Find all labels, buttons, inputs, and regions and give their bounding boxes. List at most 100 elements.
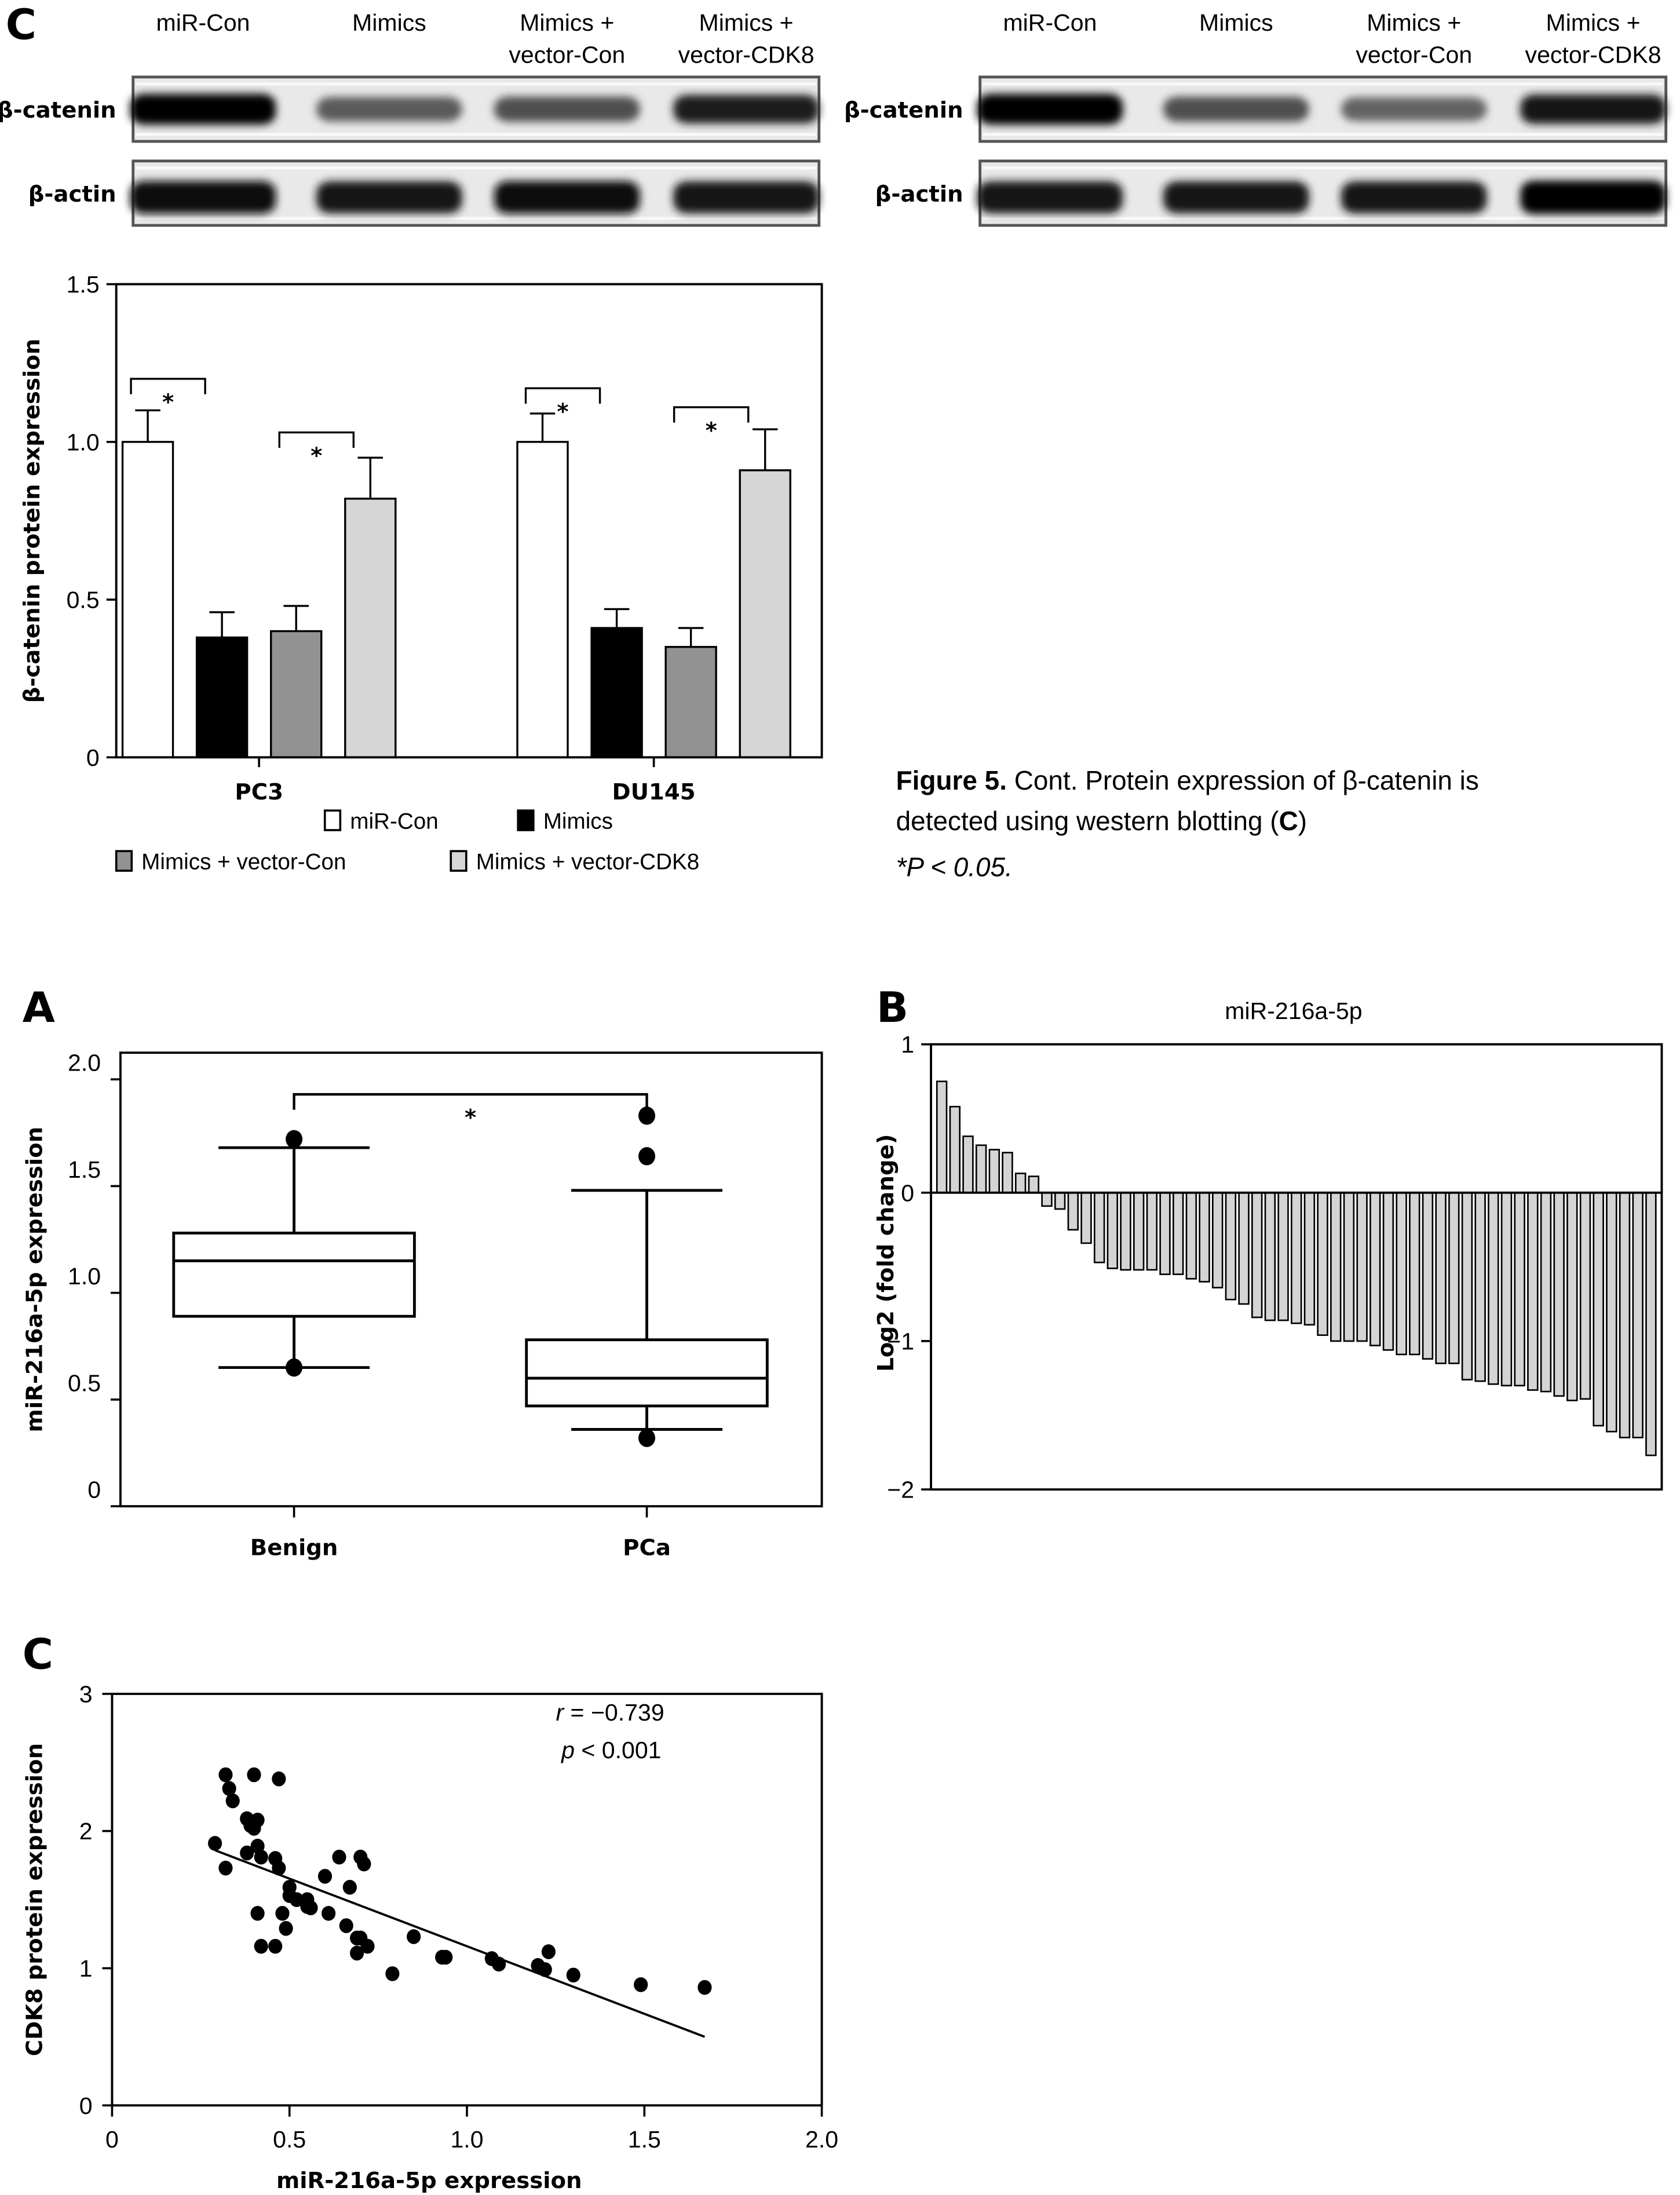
bar-chart-significance: * * * * bbox=[130, 378, 750, 469]
scatter-point bbox=[342, 1880, 357, 1895]
bar bbox=[590, 627, 643, 758]
waterfall-bar bbox=[1514, 1192, 1525, 1387]
scatter-point bbox=[208, 1836, 222, 1851]
lane-label: vector-Con bbox=[1356, 42, 1472, 68]
panel-letter-a: A bbox=[23, 984, 55, 1032]
boxplot-categories: Benign PCa bbox=[250, 1506, 671, 1561]
waterfall-bar bbox=[1264, 1192, 1276, 1321]
outlier-point bbox=[286, 1358, 303, 1377]
scatter-point bbox=[250, 1812, 265, 1828]
waterfall-bar bbox=[1343, 1192, 1355, 1342]
waterfall-bar bbox=[1120, 1192, 1131, 1271]
outlier-point bbox=[638, 1429, 656, 1447]
scatter-point bbox=[317, 1869, 333, 1884]
panel-letter-b: B bbox=[876, 984, 908, 1032]
waterfall-bar bbox=[1093, 1192, 1105, 1263]
scatter-point bbox=[247, 1767, 261, 1783]
waterfall-bar bbox=[1474, 1192, 1486, 1382]
outlier-point bbox=[286, 1130, 303, 1149]
waterfall-bar bbox=[1500, 1192, 1513, 1387]
legend-swatch bbox=[450, 850, 468, 872]
waterfall-bar bbox=[1212, 1192, 1224, 1289]
waterfall-bar bbox=[1461, 1192, 1473, 1380]
boxplot-y-axis-title: miR-216a-5p expression bbox=[22, 1127, 48, 1433]
y-tick-label: 0 bbox=[86, 744, 100, 771]
scatter-point bbox=[250, 1906, 265, 1921]
lane-label: vector-CDK8 bbox=[678, 42, 815, 68]
y-tick-label: 0 bbox=[901, 1179, 914, 1206]
bar bbox=[195, 636, 249, 758]
y-tick-label: 1 bbox=[79, 1955, 93, 1982]
y-tick-label: 2 bbox=[79, 1818, 93, 1845]
boxplot-boxes: * bbox=[172, 1093, 769, 1447]
blot-band bbox=[494, 181, 640, 214]
scatter-point bbox=[322, 1906, 336, 1921]
scatter-point bbox=[541, 1944, 556, 1959]
significance-bracket bbox=[673, 406, 750, 423]
y-tick-label: 1.5 bbox=[68, 1156, 101, 1183]
y-tick-label: 3 bbox=[79, 1681, 93, 1707]
significance-bracket bbox=[524, 387, 601, 404]
scatter-annotation-r: r = −0.739 bbox=[556, 1699, 664, 1726]
bar-chart-categories: PC3 DU145 bbox=[235, 757, 696, 805]
scatter-point bbox=[357, 1856, 371, 1872]
blot-row-label: β-actin bbox=[875, 181, 963, 207]
waterfall-bar bbox=[1277, 1192, 1289, 1321]
waterfall-bar bbox=[1067, 1192, 1079, 1231]
r-symbol: r bbox=[556, 1699, 565, 1726]
significance-bracket bbox=[293, 1093, 648, 1110]
waterfall-bar bbox=[1199, 1192, 1210, 1283]
significance-star: * bbox=[311, 443, 322, 469]
iqr-box bbox=[172, 1232, 416, 1318]
blot-band bbox=[1163, 96, 1309, 122]
outlier-point bbox=[638, 1147, 656, 1166]
scatter-panel-c: C CDK8 protein expression miR-216a-5p ex… bbox=[22, 1630, 839, 2194]
western-blot-du145: miR-Con Mimics Mimics + vector-Con Mimics + v… bbox=[844, 9, 1668, 227]
scatter-point bbox=[218, 1860, 233, 1876]
caption-figure-number: Figure 5. bbox=[896, 765, 1007, 795]
bar-chart-bars bbox=[121, 409, 791, 758]
lane-label: miR-Con bbox=[1003, 9, 1097, 36]
lane-label: Mimics bbox=[352, 9, 426, 36]
waterfall-bar bbox=[1173, 1192, 1184, 1276]
x-category-label: PC3 bbox=[235, 779, 283, 805]
blot-band bbox=[316, 97, 462, 122]
scatter-point bbox=[538, 1962, 552, 1977]
blot-row-label: β-catenin bbox=[0, 97, 116, 123]
scatter-point bbox=[279, 1921, 293, 1936]
blot-band bbox=[1341, 181, 1487, 214]
bar bbox=[270, 630, 323, 758]
p-symbol: p bbox=[560, 1737, 575, 1763]
scatter-point bbox=[332, 1849, 346, 1865]
waterfall-bar bbox=[1080, 1192, 1092, 1244]
blot-band bbox=[1163, 181, 1309, 214]
scatter-point bbox=[339, 1918, 353, 1933]
boxplot-panel-a: A miR-216a-5p expression 0 0.5 1.0 1.5 2.0 *… bbox=[22, 984, 823, 1561]
waterfall-bar bbox=[1317, 1192, 1328, 1336]
western-blot-pc3: miR-Con Mimics Mimics + vector-Con Mimics + v… bbox=[0, 9, 821, 227]
y-tick-label: 1 bbox=[901, 1031, 914, 1058]
waterfall-bar bbox=[1435, 1192, 1447, 1364]
scatter-point bbox=[304, 1900, 318, 1916]
waterfall-bar bbox=[988, 1149, 1000, 1194]
scatter-annotation-p: p < 0.001 bbox=[560, 1737, 661, 1763]
waterfall-bar bbox=[1185, 1192, 1197, 1280]
y-tick-label: 1.0 bbox=[68, 1263, 101, 1290]
scatter-point bbox=[275, 1906, 290, 1921]
significance-bracket bbox=[278, 431, 355, 448]
scatter-point bbox=[634, 1977, 648, 1992]
lane-label: Mimics bbox=[1199, 9, 1273, 36]
scatter-x-axis-title: miR-216a-5p expression bbox=[276, 2168, 582, 2194]
figure-caption: Figure 5. Cont. Protein expression of β-… bbox=[896, 765, 1479, 882]
scatter-y-axis-title: CDK8 protein expression bbox=[22, 1743, 48, 2056]
waterfall-bar bbox=[1146, 1192, 1158, 1271]
scatter-point bbox=[385, 1966, 400, 1981]
x-category-label: DU145 bbox=[612, 779, 696, 805]
waterfall-bar bbox=[1422, 1192, 1434, 1360]
waterfall-bar bbox=[1014, 1173, 1027, 1194]
bar-chart-plot-frame bbox=[115, 283, 823, 759]
legend-swatch bbox=[323, 809, 342, 831]
caption-text-2b: C bbox=[1279, 806, 1298, 836]
waterfall-bar bbox=[1054, 1192, 1066, 1210]
y-tick-label: 2.0 bbox=[68, 1050, 101, 1076]
